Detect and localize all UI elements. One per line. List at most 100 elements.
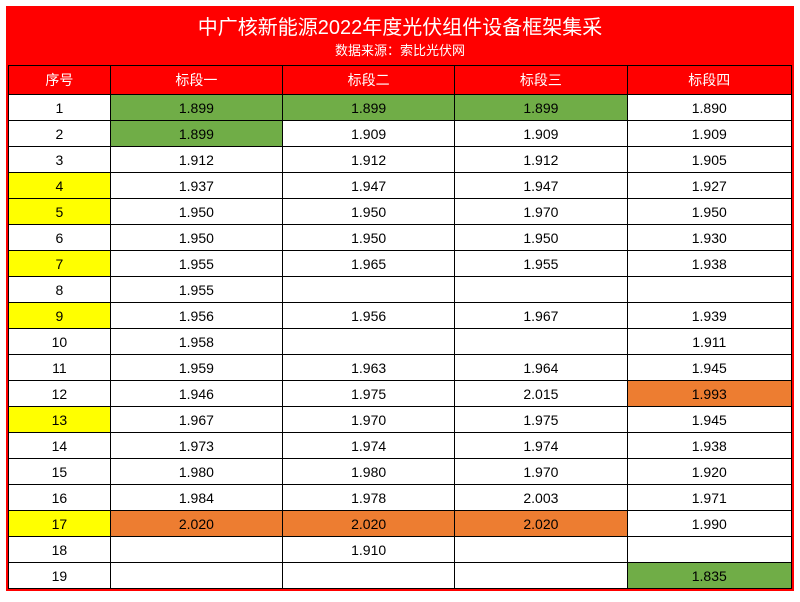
col-2: 标段二	[283, 66, 455, 95]
cell-c1: 1.959	[110, 355, 282, 381]
cell-c4: 1.930	[627, 225, 791, 251]
cell-c3: 1.947	[455, 173, 627, 199]
cell-c3: 2.020	[455, 511, 627, 537]
cell-c4	[627, 537, 791, 563]
title-block: 中广核新能源2022年度光伏组件设备框架集采 数据来源：索比光伏网	[8, 8, 792, 65]
table-row: 81.955	[9, 277, 792, 303]
cell-c4: 1.971	[627, 485, 791, 511]
cell-c1: 1.973	[110, 433, 282, 459]
cell-c3	[455, 537, 627, 563]
cell-c3: 1.964	[455, 355, 627, 381]
cell-c4: 1.905	[627, 147, 791, 173]
cell-c4: 1.993	[627, 381, 791, 407]
table-row: 19 1.835	[9, 563, 792, 589]
header-row: 序号 标段一 标段二 标段三 标段四	[9, 66, 792, 95]
cell-c1: 2.020	[110, 511, 282, 537]
cell-c1: 1.912	[110, 147, 282, 173]
cell-c3: 1.950	[455, 225, 627, 251]
cell-c2: 1.947	[283, 173, 455, 199]
cell-c4: 1.911	[627, 329, 791, 355]
cell-c4: 1.890	[627, 95, 791, 121]
table-row: 91.9561.9561.9671.939	[9, 303, 792, 329]
cell-seq: 2	[9, 121, 111, 147]
cell-c2: 1.912	[283, 147, 455, 173]
cell-seq: 19	[9, 563, 111, 589]
col-seq: 序号	[9, 66, 111, 95]
cell-c1: 1.946	[110, 381, 282, 407]
cell-c1: 1.937	[110, 173, 282, 199]
cell-seq: 17	[9, 511, 111, 537]
cell-seq: 15	[9, 459, 111, 485]
col-4: 标段四	[627, 66, 791, 95]
cell-seq: 14	[9, 433, 111, 459]
cell-c4: 1.938	[627, 433, 791, 459]
table-row: 172.0202.0202.0201.990	[9, 511, 792, 537]
col-3: 标段三	[455, 66, 627, 95]
table-row: 61.9501.9501.9501.930	[9, 225, 792, 251]
cell-c1: 1.899	[110, 95, 282, 121]
cell-seq: 8	[9, 277, 111, 303]
table-row: 101.958 1.911	[9, 329, 792, 355]
cell-c2: 1.950	[283, 199, 455, 225]
cell-c4: 1.835	[627, 563, 791, 589]
cell-c4: 1.938	[627, 251, 791, 277]
cell-c1: 1.899	[110, 121, 282, 147]
table-row: 21.8991.9091.9091.909	[9, 121, 792, 147]
cell-c2: 1.956	[283, 303, 455, 329]
data-table: 序号 标段一 标段二 标段三 标段四 11.8991.8991.8991.890…	[8, 65, 792, 589]
cell-c1	[110, 563, 282, 589]
cell-c2: 1.965	[283, 251, 455, 277]
cell-seq: 4	[9, 173, 111, 199]
title-main: 中广核新能源2022年度光伏组件设备框架集采	[8, 14, 792, 42]
cell-c3	[455, 563, 627, 589]
cell-c2: 1.974	[283, 433, 455, 459]
cell-c2	[283, 329, 455, 355]
cell-seq: 6	[9, 225, 111, 251]
cell-c3: 2.003	[455, 485, 627, 511]
cell-c2: 1.970	[283, 407, 455, 433]
cell-c2: 1.899	[283, 95, 455, 121]
cell-c3	[455, 277, 627, 303]
cell-c1	[110, 537, 282, 563]
cell-c2: 1.910	[283, 537, 455, 563]
cell-c3: 1.912	[455, 147, 627, 173]
col-1: 标段一	[110, 66, 282, 95]
cell-c1: 1.950	[110, 199, 282, 225]
cell-seq: 13	[9, 407, 111, 433]
cell-c3: 2.015	[455, 381, 627, 407]
cell-c1: 1.980	[110, 459, 282, 485]
cell-c2: 1.950	[283, 225, 455, 251]
cell-c4	[627, 277, 791, 303]
cell-c1: 1.956	[110, 303, 282, 329]
cell-seq: 11	[9, 355, 111, 381]
table-row: 151.9801.9801.9701.920	[9, 459, 792, 485]
cell-c4: 1.990	[627, 511, 791, 537]
cell-c3	[455, 329, 627, 355]
cell-c4: 1.939	[627, 303, 791, 329]
cell-c1: 1.950	[110, 225, 282, 251]
title-sub: 数据来源：索比光伏网	[8, 42, 792, 60]
table-row: 71.9551.9651.9551.938	[9, 251, 792, 277]
cell-c2: 1.975	[283, 381, 455, 407]
cell-c3: 1.970	[455, 199, 627, 225]
cell-c1: 1.958	[110, 329, 282, 355]
cell-c3: 1.955	[455, 251, 627, 277]
cell-seq: 10	[9, 329, 111, 355]
cell-c4: 1.945	[627, 355, 791, 381]
cell-c3: 1.975	[455, 407, 627, 433]
table-row: 181.910	[9, 537, 792, 563]
cell-c2: 1.909	[283, 121, 455, 147]
table-container: 中广核新能源2022年度光伏组件设备框架集采 数据来源：索比光伏网 序号 标段一…	[6, 6, 794, 591]
table-row: 31.9121.9121.9121.905	[9, 147, 792, 173]
cell-c3: 1.970	[455, 459, 627, 485]
cell-c4: 1.909	[627, 121, 791, 147]
cell-c2	[283, 277, 455, 303]
cell-seq: 16	[9, 485, 111, 511]
cell-c1: 1.955	[110, 277, 282, 303]
cell-c2: 1.978	[283, 485, 455, 511]
cell-c4: 1.927	[627, 173, 791, 199]
cell-seq: 3	[9, 147, 111, 173]
table-row: 161.9841.9782.0031.971	[9, 485, 792, 511]
cell-c1: 1.967	[110, 407, 282, 433]
cell-c1: 1.984	[110, 485, 282, 511]
